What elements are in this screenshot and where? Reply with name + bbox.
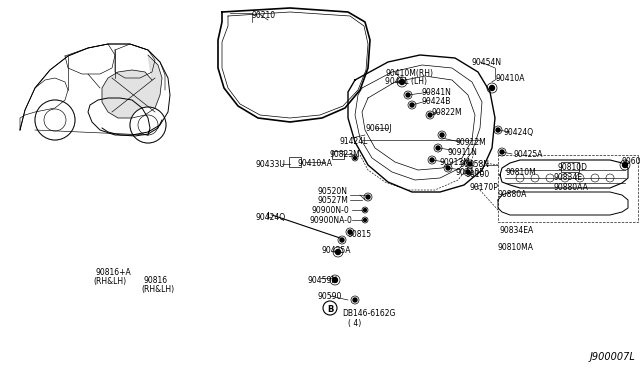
Text: 90823M: 90823M [330, 150, 361, 159]
Text: 90410M(RH): 90410M(RH) [385, 69, 433, 78]
Circle shape [428, 113, 432, 117]
Text: 90410E: 90410E [456, 168, 485, 177]
Text: 90610J: 90610J [365, 124, 392, 133]
Bar [289, 157, 301, 167]
Text: 90425A: 90425A [514, 150, 543, 159]
Text: 90880A: 90880A [498, 190, 527, 199]
Text: 90815: 90815 [348, 230, 372, 239]
Text: 90424B: 90424B [422, 97, 451, 106]
Text: DB146-6162G: DB146-6162G [342, 309, 396, 318]
Text: 90410AA: 90410AA [298, 159, 333, 168]
Text: 90527M: 90527M [318, 196, 349, 205]
Circle shape [496, 128, 500, 132]
Polygon shape [102, 55, 162, 118]
Text: 90424Q: 90424Q [504, 128, 534, 137]
Text: 90913M: 90913M [440, 158, 471, 167]
Text: 90424Q: 90424Q [255, 213, 285, 222]
Text: 90433U: 90433U [255, 160, 285, 169]
Circle shape [364, 218, 367, 221]
Circle shape [440, 133, 444, 137]
Text: 90458N: 90458N [460, 160, 490, 169]
Text: J900007L: J900007L [589, 352, 635, 362]
Text: 90810M: 90810M [506, 168, 537, 177]
Circle shape [335, 250, 340, 254]
Text: 90900NA-0: 90900NA-0 [310, 216, 353, 225]
Text: 90834EA: 90834EA [500, 226, 534, 235]
Text: 90459N: 90459N [308, 276, 338, 285]
Text: 90880AA: 90880AA [554, 183, 589, 192]
Text: 90100: 90100 [466, 170, 490, 179]
Circle shape [500, 150, 504, 154]
Circle shape [353, 157, 356, 160]
Circle shape [430, 158, 434, 162]
Text: (RH&LH): (RH&LH) [93, 277, 126, 286]
Text: 90170P: 90170P [470, 183, 499, 192]
Circle shape [446, 166, 450, 170]
Bar [561, 162, 579, 172]
Text: (RH&LH): (RH&LH) [141, 285, 174, 294]
Circle shape [353, 298, 357, 302]
Circle shape [399, 80, 404, 84]
Circle shape [366, 195, 370, 199]
Text: 90210: 90210 [252, 11, 276, 20]
Circle shape [340, 238, 344, 242]
Circle shape [406, 93, 410, 97]
Text: 90822M: 90822M [432, 108, 463, 117]
Text: 9041L (LH): 9041L (LH) [385, 77, 427, 86]
Circle shape [466, 170, 470, 174]
Text: 90911N: 90911N [448, 148, 478, 157]
Text: 90425A: 90425A [322, 246, 351, 255]
Text: 90816: 90816 [143, 276, 167, 285]
Circle shape [468, 162, 472, 166]
Text: 90912M: 90912M [455, 138, 486, 147]
Text: 90841N: 90841N [422, 88, 452, 97]
Text: 90900N-0: 90900N-0 [312, 206, 349, 215]
Text: 90834E: 90834E [554, 173, 583, 182]
Text: 90454N: 90454N [472, 58, 502, 67]
Circle shape [130, 107, 166, 143]
Text: B: B [327, 305, 333, 314]
Text: 90810D: 90810D [558, 163, 588, 172]
Text: 90810MA: 90810MA [498, 243, 534, 252]
Text: ( 4): ( 4) [348, 319, 361, 328]
Text: 90590: 90590 [318, 292, 342, 301]
Circle shape [35, 100, 75, 140]
Text: 90410A: 90410A [495, 74, 525, 83]
Circle shape [348, 230, 352, 234]
Bar [332, 151, 344, 159]
Circle shape [410, 103, 414, 107]
Circle shape [364, 208, 367, 212]
Text: 91424L: 91424L [340, 137, 369, 146]
Circle shape [490, 86, 495, 90]
Text: 90816+A: 90816+A [95, 268, 131, 277]
Text: 90605V: 90605V [622, 157, 640, 166]
Text: 90520N: 90520N [318, 187, 348, 196]
Circle shape [623, 163, 627, 167]
Circle shape [436, 146, 440, 150]
Circle shape [333, 278, 337, 282]
